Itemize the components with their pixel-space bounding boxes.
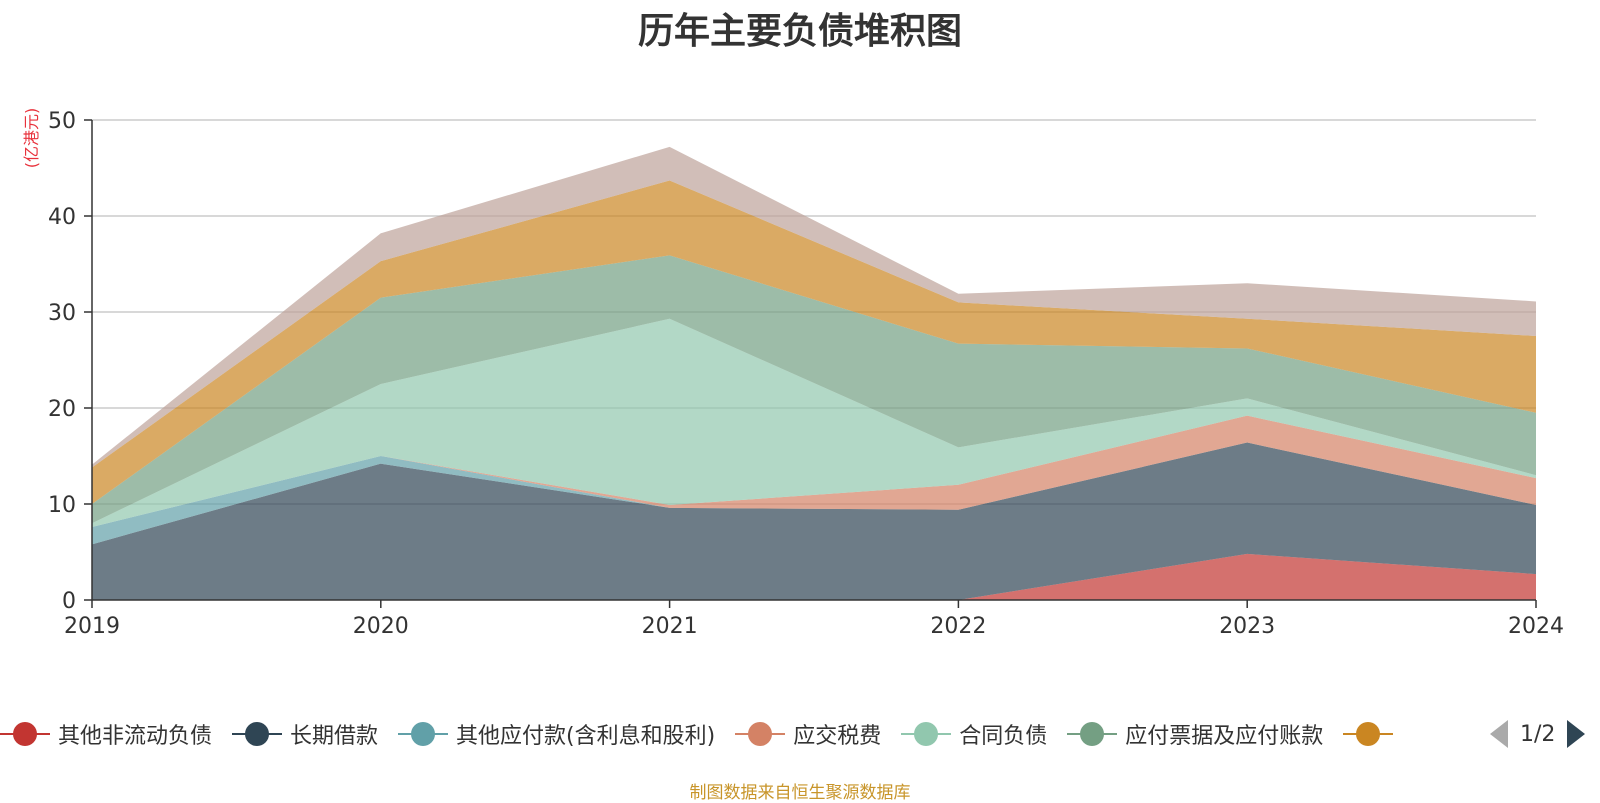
legend-item-5[interactable]: 合同负债 bbox=[901, 718, 1047, 750]
y-tick-label: 20 bbox=[48, 397, 76, 422]
area-series bbox=[92, 146, 1536, 600]
legend-item-4[interactable]: 应交税费 bbox=[735, 718, 881, 750]
legend-label: 长期借款 bbox=[290, 724, 379, 749]
legend-marker-icon bbox=[1343, 722, 1394, 746]
legend-label: 应交税费 bbox=[793, 724, 882, 749]
area-series-7 bbox=[92, 180, 1536, 505]
legend-marker-icon bbox=[735, 722, 786, 746]
legend-marker-icon bbox=[0, 722, 50, 746]
legend-marker-icon bbox=[232, 722, 283, 746]
legend-item-1[interactable]: 其他非流动负债 bbox=[0, 718, 212, 750]
legend-label: 应付票据及应付账款 bbox=[1125, 724, 1324, 749]
x-tick-label: 2021 bbox=[642, 614, 698, 639]
stacked-area-chart: 0 10 20 30 40 50 2019 2020 2021 2022 2023 2024 bbox=[48, 109, 1564, 639]
legend-page-indicator: 1/2 bbox=[1520, 721, 1556, 747]
legend-item-6[interactable]: 应付票据及应付账款 bbox=[1067, 718, 1323, 750]
chart-title: 历年主要负债堆积图 bbox=[637, 11, 962, 52]
area-series-8 bbox=[92, 146, 1536, 468]
area-series-5 bbox=[92, 318, 1536, 528]
y-tick-label: 30 bbox=[48, 301, 76, 326]
x-tick-label: 2024 bbox=[1508, 614, 1564, 639]
axes: 0 10 20 30 40 50 2019 2020 2021 2022 2023 2024 bbox=[48, 109, 1564, 639]
x-tick-label: 2023 bbox=[1219, 614, 1275, 639]
y-tick-label: 0 bbox=[62, 589, 76, 614]
x-tick-label: 2022 bbox=[930, 614, 986, 639]
legend-marker-icon bbox=[398, 722, 449, 746]
y-tick-label: 10 bbox=[48, 493, 76, 518]
area-series-1 bbox=[92, 553, 1536, 600]
y-tick-label: 40 bbox=[48, 205, 76, 230]
legend-label: 其他非流动负债 bbox=[58, 724, 213, 749]
legend-marker-icon bbox=[901, 722, 952, 746]
x-tick-label: 2019 bbox=[64, 614, 120, 639]
legend-marker-icon bbox=[1067, 722, 1118, 746]
legend-prev-page-button[interactable] bbox=[1490, 720, 1508, 748]
legend-item-2[interactable]: 长期借款 bbox=[232, 718, 378, 750]
legend-next-page-button[interactable] bbox=[1567, 720, 1586, 748]
area-series-6 bbox=[92, 255, 1536, 524]
legend-item-3[interactable]: 其他应付款(含利息和股利) bbox=[398, 718, 715, 750]
legend-label: 其他应付款(含利息和股利) bbox=[456, 724, 716, 749]
legend: 其他非流动负债 长期借款 其他应付款(含利息和股利) 应交税费 合同负债 应付票据及应付账… bbox=[0, 712, 1600, 756]
legend-pager: 1/2 bbox=[1490, 712, 1600, 756]
area-series-2 bbox=[92, 442, 1536, 600]
area-series-4 bbox=[92, 415, 1536, 528]
legend-item-7[interactable] bbox=[1343, 722, 1401, 746]
legend-label: 合同负债 bbox=[959, 724, 1048, 749]
x-tick-label: 2020 bbox=[353, 614, 409, 639]
y-tick-label: 50 bbox=[48, 109, 76, 134]
data-source-note: 制图数据来自恒生聚源数据库 bbox=[689, 783, 911, 803]
